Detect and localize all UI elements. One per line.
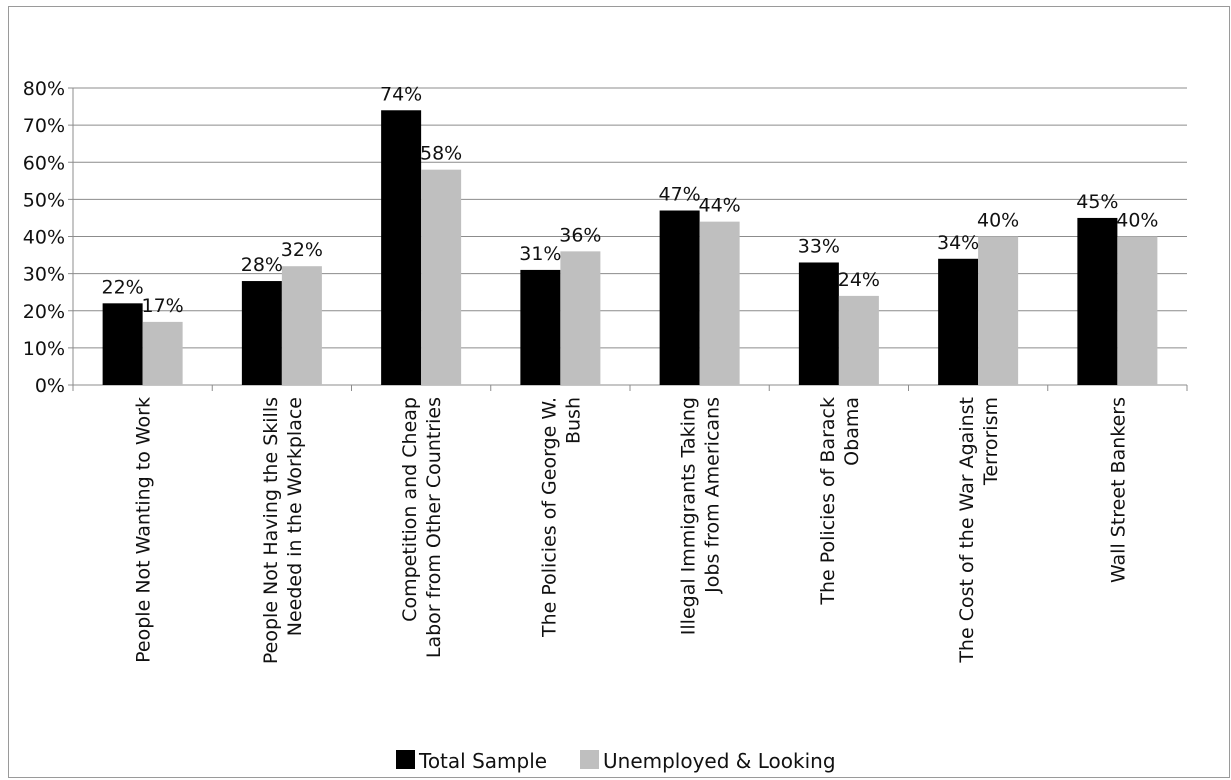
y-tick-label: 80% <box>23 78 65 100</box>
data-label: 40% <box>977 210 1019 232</box>
gridlines <box>73 87 1187 349</box>
y-tick-label: 30% <box>23 264 65 286</box>
bar-total-sample <box>798 262 839 385</box>
category-label-line: Needed in the Workplace <box>284 397 306 636</box>
category-label: Competition and Cheap Labor from Other Co… <box>399 397 445 658</box>
bar-total-sample <box>102 303 143 385</box>
bar-unemployed-looking <box>1117 236 1158 385</box>
bar-total-sample <box>381 110 422 386</box>
bar-total-sample <box>241 281 282 385</box>
y-tick-label: 40% <box>23 227 65 249</box>
category-label: The Policies of George W. Bush <box>538 397 584 638</box>
data-label: 45% <box>1076 191 1118 213</box>
bar-unemployed-looking <box>978 236 1019 385</box>
data-label: 17% <box>142 295 184 317</box>
bar-unemployed-looking <box>560 251 601 385</box>
bar-total-sample <box>659 210 700 385</box>
category-label: People Not Wanting to Work <box>133 397 155 663</box>
legend-label-unemployed-looking: Unemployed & Looking <box>603 749 836 773</box>
y-tick-label: 50% <box>23 189 65 211</box>
category-label: People Not Having the Skills Needed in th… <box>260 397 306 664</box>
data-label: 40% <box>1116 210 1158 232</box>
bar-total-sample <box>938 258 979 385</box>
bar-unemployed-looking <box>281 266 322 385</box>
data-label: 32% <box>281 239 323 261</box>
legend: Total Sample Unemployed & Looking <box>396 749 836 773</box>
data-label: 74% <box>380 83 422 105</box>
category-label-line: Wall Street Bankers <box>1107 397 1129 583</box>
category-label-line: Labor from Other Countries <box>423 397 445 658</box>
bar-total-sample <box>520 269 561 385</box>
category-label-line: Jobs from Americans <box>702 397 724 594</box>
data-label: 47% <box>659 184 701 206</box>
data-labels: 22% 28% 74% 31% 47% 33% 34% 45% 17% 32% 58% 36% 44% 2… <box>102 83 1159 317</box>
y-tick-label: 0% <box>35 375 65 397</box>
category-label-line: The Policies of George W. <box>538 397 560 638</box>
data-label: 31% <box>519 243 561 265</box>
category-label: The Cost of the War Against Terrorism <box>956 397 1002 664</box>
y-tick-label: 10% <box>23 338 65 360</box>
category-label-line: People Not Wanting to Work <box>133 397 155 663</box>
y-tick-label: 60% <box>23 152 65 174</box>
category-label-line: The Cost of the War Against <box>956 397 978 664</box>
category-label-line: Competition and Cheap <box>399 397 421 622</box>
category-label-line: Terrorism <box>980 397 1002 486</box>
category-labels: People Not Wanting to Work People Not Hav… <box>133 397 1130 664</box>
category-label: The Policies of Barack Obama <box>817 397 863 606</box>
data-label: 28% <box>241 254 283 276</box>
bar-unemployed-looking <box>838 295 879 385</box>
bars <box>102 110 1158 386</box>
category-label-line: The Policies of Barack <box>817 397 839 606</box>
axes: 0% 10% 20% 30% 40% 50% 60% 70% 80% <box>23 78 1188 397</box>
bar-unemployed-looking <box>421 169 462 385</box>
data-label: 34% <box>937 232 979 254</box>
category-label-line: Obama <box>841 397 863 466</box>
data-label: 33% <box>798 235 840 257</box>
category-label: Wall Street Bankers <box>1107 397 1129 583</box>
category-label-line: People Not Having the Skills <box>260 397 282 664</box>
legend-label-total-sample: Total Sample <box>418 749 547 773</box>
bar-total-sample <box>1077 217 1118 385</box>
legend-swatch-total-sample <box>396 750 415 769</box>
chart-frame <box>8 6 1230 778</box>
bar-unemployed-looking <box>699 221 740 385</box>
y-tick-label: 70% <box>23 115 65 137</box>
category-label-line: Illegal Immigrants Taking <box>678 397 700 635</box>
legend-swatch-unemployed-looking <box>580 750 599 769</box>
data-label: 22% <box>102 276 144 298</box>
data-label: 24% <box>838 269 880 291</box>
data-label: 58% <box>420 143 462 165</box>
category-label: Illegal Immigrants Taking Jobs from Ameri… <box>678 397 724 635</box>
data-label: 36% <box>559 224 601 246</box>
y-tick-label: 20% <box>23 301 65 323</box>
bar-unemployed-looking <box>142 321 183 385</box>
data-label: 44% <box>699 195 741 217</box>
category-label-line: Bush <box>562 397 584 444</box>
